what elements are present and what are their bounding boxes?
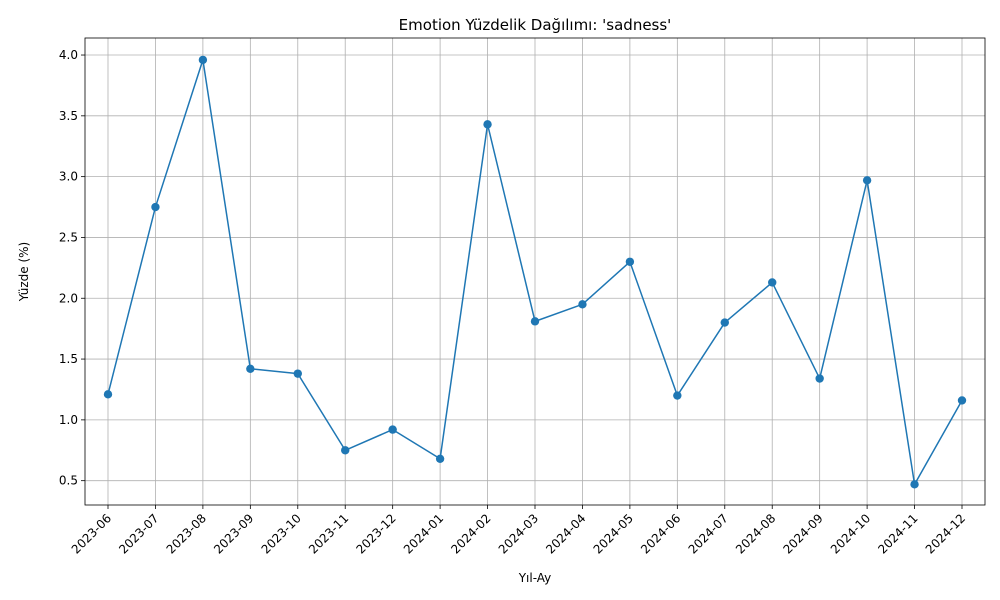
data-series [103, 55, 967, 489]
data-point [435, 454, 445, 463]
y-tick-label: 2.0 [59, 291, 78, 305]
grid [85, 38, 985, 505]
data-point [862, 176, 872, 185]
data-point [910, 480, 919, 489]
data-point [293, 369, 302, 378]
y-tick-label: 2.5 [59, 230, 78, 244]
y-axis-ticks: 0.5 1.0 1.5 2.0 2.5 3.0 3.5 4.0 [59, 48, 85, 488]
y-tick-label: 4.0 [59, 48, 78, 62]
data-point [103, 390, 113, 399]
y-tick-label: 1.5 [59, 352, 78, 366]
data-point [388, 425, 397, 434]
data-point [578, 300, 587, 309]
y-tick-label: 3.0 [59, 170, 78, 184]
data-point [198, 55, 208, 65]
y-tick-label: 0.5 [59, 474, 78, 488]
data-point [720, 318, 729, 327]
data-point [530, 317, 540, 326]
data-point [673, 391, 682, 400]
y-tick-label: 3.5 [59, 109, 78, 123]
data-point [483, 120, 492, 129]
data-point [341, 446, 350, 455]
data-point [957, 396, 967, 405]
data-point [151, 202, 160, 212]
data-point [815, 374, 824, 383]
y-axis-label: Yüzde (%) [17, 242, 31, 302]
x-axis-label: Yıl-Ay [518, 571, 552, 585]
y-tick-label: 1.0 [59, 413, 78, 427]
data-point [768, 278, 777, 287]
chart-title: Emotion Yüzdelik Dağılımı: 'sadness' [399, 16, 672, 34]
data-point [625, 257, 635, 266]
data-point [246, 364, 255, 373]
